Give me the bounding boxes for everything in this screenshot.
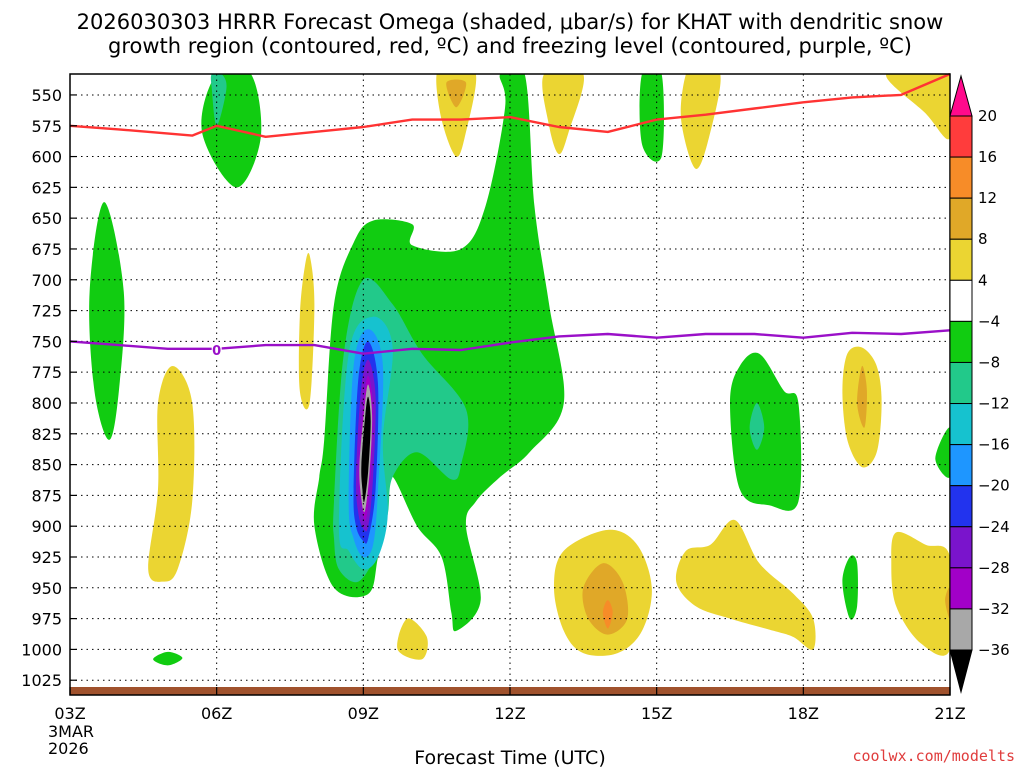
colorbar-swatch--28 [949,567,973,610]
x-tick-label-15Z: 15Z [641,704,672,723]
colorbar-swatch--4 [949,320,973,363]
plot-area: 0 [69,72,951,696]
omega-shaded-regions [89,74,950,666]
colorbar-swatch-4 [949,279,973,322]
y-tick-label-700: 700 [31,271,62,290]
colorbar-tick--4: −4 [978,312,1000,330]
colorbar-tick--28: −28 [978,559,1010,577]
omega-region-19 [298,253,315,410]
x-tick-label-18Z: 18Z [788,704,819,723]
colorbar-swatch--16 [949,444,973,487]
y-tick-label-875: 875 [31,486,62,505]
omega-region-33 [397,618,428,660]
y-tick-label-850: 850 [31,456,62,475]
omega-region-31 [891,531,950,656]
colorbar-tick--12: −12 [978,395,1010,413]
colorbar-swatch-20 [949,115,973,158]
x-tick-label-09Z: 09Z [348,704,379,723]
y-tick-label-550: 550 [31,86,62,105]
colorbar-tick--36: −36 [978,641,1010,659]
y-tick-label-725: 725 [31,302,62,321]
y-tick-label-825: 825 [31,425,62,444]
omega-region-12 [639,74,664,162]
omega-region-18 [148,366,195,582]
omega-region-14 [749,403,765,450]
x-tick-label-21Z: 21Z [934,704,965,723]
y-tick-label-800: 800 [31,394,62,413]
y-tick-label-750: 750 [31,332,62,351]
chart-title-line-2: growth region (contoured, red, ºC) and f… [108,34,912,58]
colorbar-tick-4: 4 [978,271,988,289]
omega-region-17 [153,651,183,666]
y-tick-label-775: 775 [31,363,62,382]
omega-region-1 [210,74,227,126]
y-tick-label-900: 900 [31,517,62,536]
omega-region-24 [886,74,950,140]
y-tick-label-950: 950 [31,579,62,598]
dendritic-growth-contour [69,72,951,138]
y-tick-label-1000: 1000 [21,640,62,659]
contour-lines: 0 [69,72,951,359]
colorbar-swatch-8 [949,238,973,281]
omega-region-16 [935,427,950,478]
colorbar-swatch-16 [949,156,973,199]
x-tick-label-03Z: 03Z [54,704,85,723]
y-tick-label-675: 675 [31,240,62,259]
omega-region-15 [842,555,858,620]
date-line-year: 2026 [48,739,89,758]
x-tick-label-12Z: 12Z [494,704,525,723]
omega-region-22 [542,74,585,155]
y-tick-label-625: 625 [31,178,62,197]
credit-link[interactable]: coolwx.com/modelts [852,747,1015,765]
omega-region-21 [446,79,467,108]
y-tick-label-1025: 1025 [21,671,62,690]
omega-region-2 [89,202,125,440]
x-tick-label-06Z: 06Z [201,704,232,723]
chart-title-line-1: 2026030303 HRRR Forecast Omega (shaded, … [77,10,944,34]
colorbar-tick--16: −16 [978,436,1010,454]
y-tick-label-600: 600 [31,148,62,167]
colorbar-bottom-triangle [949,649,973,694]
x-axis-label: Forecast Time (UTC) [414,747,605,768]
dotted-grid [70,74,950,695]
y-tick-label-650: 650 [31,209,62,228]
omega-region-23 [680,74,721,169]
colorbar-top-triangle [949,74,973,117]
omega-colorbar: 20 16 12 8 4 −4 −8 −12 −16 −20 −24 −28 −32 −36 [949,74,1010,694]
pressure-axis: 550 575 600 625 650 675 700 725 750 775 800 825 850 8… [21,86,77,690]
y-tick-label-925: 925 [31,548,62,567]
omega-region-32 [945,587,950,619]
colorbar-swatch--20 [949,485,973,528]
colorbar-swatch--32 [949,608,973,651]
colorbar-tick-8: 8 [978,230,988,248]
colorbar-swatch--24 [949,526,973,569]
colorbar-tick--20: −20 [978,477,1010,495]
omega-region-28 [675,519,816,650]
omega-region-13 [730,352,802,511]
y-tick-label-975: 975 [31,610,62,629]
colorbar-tick--32: −32 [978,600,1010,618]
colorbar-swatch--8 [949,361,973,405]
freezing-label-bg [211,342,222,357]
colorbar-tick-16: 16 [978,148,997,166]
y-tick-label-575: 575 [31,117,62,136]
omega-region-27 [602,600,613,629]
time-axis: 03Z 06Z 09Z 12Z 15Z 18Z 21Z [54,687,966,723]
omega-region-30 [857,365,867,428]
colorbar-tick-20: 20 [978,107,997,125]
freezing-level-label: 0 [212,344,221,359]
colorbar-tick--24: −24 [978,518,1010,536]
omega-region-26 [582,563,629,635]
date-line-month: 3MAR [48,722,94,741]
colorbar-tick-12: 12 [978,189,997,207]
colorbar-swatch--12 [949,403,973,446]
colorbar-tick--8: −8 [978,353,1000,371]
colorbar-swatch-12 [949,197,973,240]
